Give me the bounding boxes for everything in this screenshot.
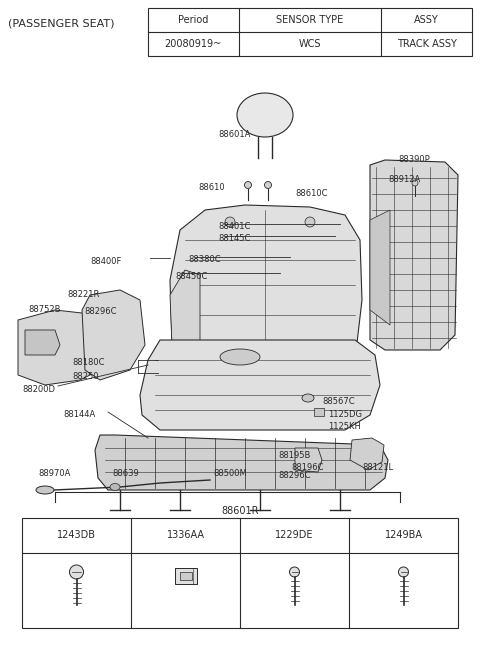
Text: 88221R: 88221R [67, 290, 99, 299]
Ellipse shape [36, 486, 54, 494]
Text: 88195B: 88195B [278, 451, 311, 460]
Ellipse shape [237, 93, 293, 137]
Text: 88752B: 88752B [28, 305, 60, 314]
Text: 88296C: 88296C [84, 307, 117, 316]
Polygon shape [140, 340, 380, 430]
Text: (PASSENGER SEAT): (PASSENGER SEAT) [8, 18, 115, 28]
Text: 88401C: 88401C [218, 222, 251, 231]
Text: 88296C: 88296C [278, 471, 311, 480]
Circle shape [412, 180, 418, 186]
Text: 88970A: 88970A [38, 469, 71, 478]
Text: 88400F: 88400F [90, 257, 121, 266]
Bar [22, 518, 458, 628]
Polygon shape [350, 438, 384, 470]
Text: 88390P: 88390P [398, 155, 430, 164]
Text: SENSOR TYPE: SENSOR TYPE [276, 15, 344, 25]
Circle shape [398, 567, 408, 577]
Circle shape [70, 565, 84, 579]
Bar [180, 572, 192, 580]
Text: 88610: 88610 [198, 183, 225, 192]
Text: 88196C: 88196C [291, 463, 324, 472]
Polygon shape [18, 310, 115, 385]
Polygon shape [170, 270, 200, 390]
Bar [175, 568, 196, 584]
Text: 88610C: 88610C [295, 189, 327, 198]
Text: 20080919~: 20080919~ [165, 39, 222, 49]
Polygon shape [370, 210, 390, 325]
Text: ASSY: ASSY [414, 15, 439, 25]
Bar [314, 408, 324, 416]
Text: Period: Period [178, 15, 208, 25]
Polygon shape [295, 448, 322, 472]
Text: 1243DB: 1243DB [57, 530, 96, 540]
Text: 88121L: 88121L [362, 463, 393, 472]
Text: 88500M: 88500M [213, 469, 247, 478]
Text: 1125DG: 1125DG [328, 410, 362, 419]
Text: 88450C: 88450C [175, 272, 207, 281]
Text: 1229DE: 1229DE [275, 530, 314, 540]
Text: 88145C: 88145C [218, 234, 251, 243]
Ellipse shape [110, 484, 120, 490]
Text: 1336AA: 1336AA [167, 530, 204, 540]
Polygon shape [82, 290, 145, 380]
Circle shape [244, 182, 252, 189]
Circle shape [289, 567, 300, 577]
Text: 88567C: 88567C [322, 397, 355, 406]
Text: 88639: 88639 [112, 469, 139, 478]
Text: 88180C: 88180C [72, 358, 105, 367]
Bar [148, 8, 472, 56]
Circle shape [264, 182, 272, 189]
Polygon shape [25, 330, 60, 355]
Ellipse shape [302, 394, 314, 402]
Text: 1125KH: 1125KH [328, 422, 361, 431]
Text: 88250: 88250 [72, 372, 98, 381]
Polygon shape [370, 160, 458, 350]
Text: 88601R: 88601R [221, 506, 259, 516]
Text: TRACK ASSY: TRACK ASSY [396, 39, 456, 49]
Polygon shape [95, 435, 388, 490]
Text: WCS: WCS [299, 39, 321, 49]
Ellipse shape [220, 349, 260, 365]
Text: 88912A: 88912A [388, 175, 420, 184]
Text: 88380C: 88380C [188, 255, 221, 264]
Text: 1249BA: 1249BA [384, 530, 422, 540]
Circle shape [305, 217, 315, 227]
Polygon shape [170, 205, 362, 395]
Circle shape [225, 217, 235, 227]
Text: 88144A: 88144A [63, 410, 95, 419]
Text: 88200D: 88200D [22, 385, 55, 394]
Text: 88601A: 88601A [218, 130, 251, 139]
